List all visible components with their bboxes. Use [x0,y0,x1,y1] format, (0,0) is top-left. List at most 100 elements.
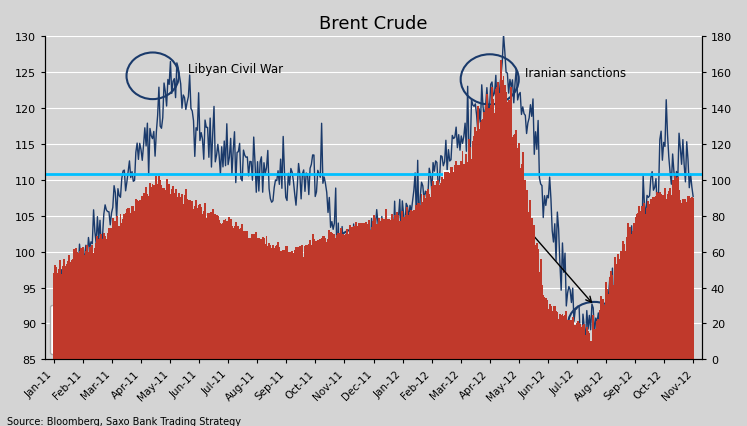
Bar [272,246,274,360]
Bar [155,176,158,360]
Bar [427,190,429,360]
Bar [176,198,178,360]
Bar [495,89,497,360]
Bar [137,201,140,360]
Bar [387,220,389,360]
Bar [315,242,317,360]
Bar [596,321,598,360]
Bar [542,295,545,360]
Bar [451,168,453,360]
Bar [109,228,111,360]
Bar [444,173,445,360]
Bar [286,247,288,360]
Bar [548,309,549,360]
Bar [675,178,678,360]
Bar [399,221,400,360]
Bar [550,307,552,360]
Bar [91,245,93,360]
Bar [681,204,683,360]
Bar [275,247,276,360]
Bar [468,140,470,360]
Bar [678,190,680,360]
Bar [171,190,173,360]
Bar [539,273,540,360]
Bar [677,178,679,360]
Bar [418,204,420,360]
Bar [612,276,613,360]
Bar [522,153,524,360]
Text: Speculative
washout: Speculative washout [362,173,515,261]
Bar [95,244,97,360]
Bar [220,224,223,360]
Bar [446,173,448,360]
Bar [277,243,279,360]
Bar [196,209,198,360]
Bar [59,260,61,360]
Bar [257,239,258,360]
Bar [55,265,56,360]
Bar [208,215,210,360]
Bar [652,198,654,360]
Bar [323,236,325,360]
Bar [594,329,595,360]
Bar [322,236,324,360]
Bar [513,136,515,360]
Bar [209,214,211,360]
Bar [85,252,87,360]
Bar [637,213,639,360]
Bar [136,200,138,360]
Bar [433,185,436,360]
Bar [628,232,630,360]
Bar [252,234,255,360]
Bar [632,232,634,360]
Bar [409,213,411,360]
Bar [559,315,561,360]
Bar [359,226,361,360]
Bar [350,229,352,360]
Bar [691,197,692,360]
Bar [297,248,300,360]
Bar [193,206,196,360]
Bar [565,312,567,360]
Bar [96,237,99,360]
Bar [134,211,135,360]
Bar [335,238,337,360]
Bar [492,99,495,360]
Title: Brent Crude: Brent Crude [319,15,428,33]
Bar [589,341,592,360]
Bar [291,252,293,360]
Bar [267,247,269,360]
Bar [353,226,355,360]
Bar [186,200,188,360]
Bar [170,194,171,360]
Bar [113,225,115,360]
Bar [377,227,379,360]
Bar [211,212,212,360]
Bar [657,193,660,360]
Bar [295,247,297,360]
Bar [648,202,649,360]
Bar [592,316,594,360]
Bar [281,251,283,360]
Bar [557,312,558,360]
Bar [623,245,625,360]
Bar [61,274,63,360]
Bar [225,219,226,360]
Bar [437,181,439,360]
Bar [553,306,554,360]
Bar [358,223,360,360]
Bar [360,224,362,360]
Bar [141,196,143,360]
Bar [517,149,518,360]
Bar [405,215,407,360]
Bar [616,264,617,360]
Bar [537,250,539,360]
Bar [182,204,185,360]
Bar [252,235,253,360]
Bar [614,257,616,360]
Bar [104,237,106,360]
Bar [467,163,468,360]
Bar [234,226,235,360]
Bar [587,331,589,360]
Bar [578,324,580,360]
